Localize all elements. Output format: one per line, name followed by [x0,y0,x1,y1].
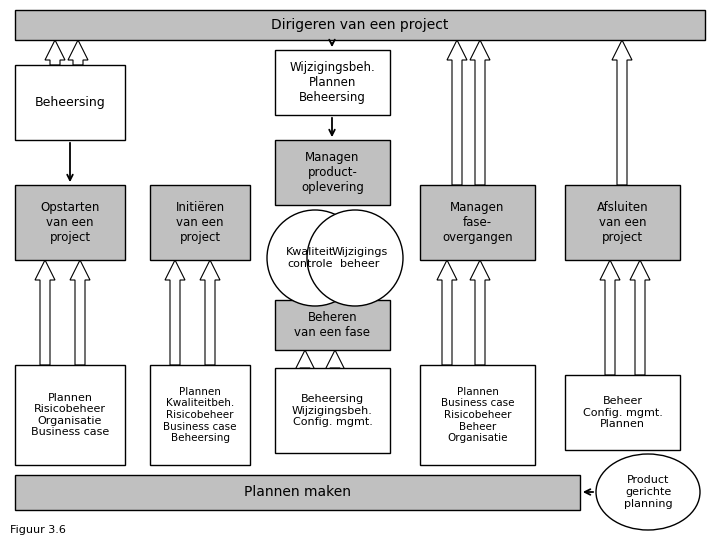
Text: Figuur 3.6: Figuur 3.6 [10,525,66,535]
Polygon shape [325,350,345,370]
Bar [420,365,535,465]
Text: Plannen maken: Plannen maken [244,485,351,500]
Polygon shape [600,260,620,375]
Bar [275,368,390,453]
Bar [15,10,705,40]
Text: Initiëren
van een
project: Initiëren van een project [176,201,225,244]
Bar [15,185,125,260]
Text: Afsluiten
van een
project: Afsluiten van een project [597,201,648,244]
Bar [150,185,250,260]
Text: Product
gerichte
planning: Product gerichte planning [624,475,672,509]
Bar [275,300,390,350]
Polygon shape [165,260,185,365]
Bar [565,375,680,450]
Text: Wijzigingsbeh.
Plannen
Beheersing: Wijzigingsbeh. Plannen Beheersing [289,61,375,104]
Bar [275,50,390,115]
Text: Beheren
van een fase: Beheren van een fase [294,311,371,339]
Polygon shape [630,260,650,375]
Bar [150,365,250,465]
Text: Kwaliteit
controle: Kwaliteit controle [286,247,334,269]
Polygon shape [437,260,457,365]
Ellipse shape [596,454,700,530]
Text: Beheersing: Beheersing [35,96,105,109]
Text: Managen
product-
oplevering: Managen product- oplevering [301,151,364,194]
Polygon shape [70,260,90,365]
Bar [15,365,125,465]
Bar [565,185,680,260]
Bar [420,185,535,260]
Text: Plannen
Risicobeheer
Organisatie
Business case: Plannen Risicobeheer Organisatie Busines… [31,393,109,437]
Polygon shape [200,260,220,365]
Text: Wijzigings
beheer: Wijzigings beheer [332,247,388,269]
Circle shape [267,210,363,306]
Polygon shape [470,40,490,185]
Polygon shape [295,350,315,370]
Text: Beheersing
Wijzigingsbeh.
Config. mgmt.: Beheersing Wijzigingsbeh. Config. mgmt. [292,394,373,427]
Circle shape [307,210,403,306]
Bar [275,140,390,205]
Text: Plannen
Kwaliteitbeh.
Risicobeheer
Business case
Beheersing: Plannen Kwaliteitbeh. Risicobeheer Busin… [163,387,237,443]
Polygon shape [470,260,490,365]
Bar [15,65,125,140]
Polygon shape [45,40,65,65]
Text: Managen
fase-
overgangen: Managen fase- overgangen [442,201,513,244]
Polygon shape [447,40,467,185]
Polygon shape [612,40,632,185]
Text: Dirigeren van een project: Dirigeren van een project [271,18,449,32]
Polygon shape [68,40,88,65]
Polygon shape [35,260,55,365]
Text: Plannen
Business case
Risicobeheer
Beheer
Organisatie: Plannen Business case Risicobeheer Behee… [441,387,514,443]
Bar [15,475,580,510]
Text: Opstarten
van een
project: Opstarten van een project [40,201,99,244]
Text: Beheer
Config. mgmt.
Plannen: Beheer Config. mgmt. Plannen [582,396,662,429]
